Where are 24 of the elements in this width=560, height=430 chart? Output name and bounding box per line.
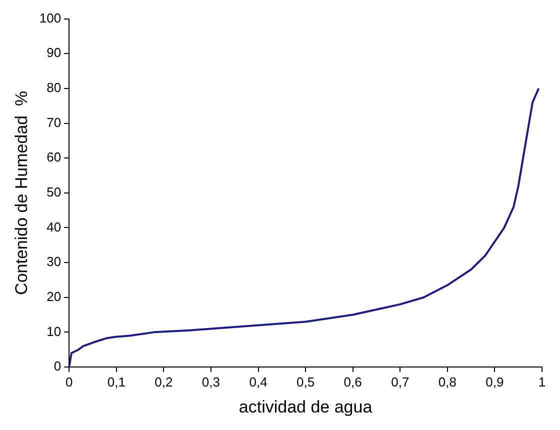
y-tick-label: 60: [46, 150, 62, 165]
y-tick-label: 0: [54, 358, 62, 374]
x-tick-label: 0,2: [154, 374, 173, 390]
y-tick-label: 40: [46, 219, 62, 234]
x-tick-label: 0: [65, 374, 73, 390]
y-tick-label: 30: [46, 254, 62, 270]
x-tick-label: 0,8: [438, 374, 456, 390]
x-tick-label: 0,1: [107, 374, 126, 390]
y-tick-label: 20: [46, 288, 62, 304]
x-tick-label: 1: [538, 374, 546, 390]
x-tick-label: 0,3: [202, 374, 220, 390]
y-tick-label: 70: [46, 114, 62, 130]
y-tick-label: 10: [46, 324, 62, 339]
y-axis-title: Contenido de Humedad %: [12, 90, 31, 295]
x-tick-label: 0,6: [344, 374, 362, 390]
y-tick-label: 80: [46, 80, 62, 96]
x-tick-label: 0,9: [486, 374, 504, 390]
x-tick-label: 0,4: [249, 374, 268, 390]
y-tick-label: 100: [39, 10, 62, 26]
y-tick-label: 90: [46, 45, 62, 60]
x-tick-label: 0,7: [391, 374, 410, 390]
x-tick-label: 0,5: [296, 374, 315, 390]
y-tick-label: 50: [46, 184, 62, 200]
x-axis-title: actividad de agua: [238, 397, 373, 416]
